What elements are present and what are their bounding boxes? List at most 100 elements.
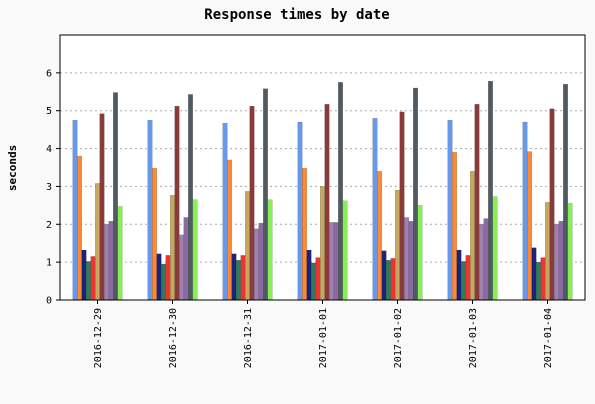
bar (108, 221, 114, 301)
bar (417, 205, 423, 301)
bar (90, 256, 96, 301)
bar (563, 83, 568, 301)
y-tick-label: 3 (46, 182, 52, 193)
bar (267, 199, 273, 301)
y-tick-label: 0 (46, 296, 52, 307)
y-tick-label: 6 (46, 68, 52, 79)
bar (536, 261, 541, 301)
bar (567, 203, 573, 301)
bar (452, 152, 457, 301)
bar (188, 94, 193, 301)
bar (456, 249, 462, 301)
bar (254, 228, 259, 301)
bar (470, 171, 475, 301)
bar (399, 111, 405, 301)
bar (227, 159, 232, 301)
bar (311, 262, 316, 301)
x-tick-label: 2016-12-29 (93, 308, 104, 368)
bar (77, 155, 82, 301)
bar (95, 183, 100, 301)
bar (342, 200, 348, 301)
bar (465, 255, 471, 301)
bar (333, 222, 339, 301)
bar (413, 87, 418, 301)
bar-group-2016-12-29 (72, 92, 123, 301)
y-tick-labels: 0 1 2 3 4 5 6 (46, 68, 60, 307)
bar (156, 253, 162, 301)
x-tick-labels: 2016-12-29 2016-12-30 2016-12-31 2017-01-01… (93, 300, 554, 368)
bar (545, 202, 550, 301)
bar (174, 105, 180, 301)
bar (329, 222, 334, 301)
bar (549, 108, 555, 301)
bar (104, 224, 109, 301)
bar (117, 206, 123, 301)
y-tick-label: 4 (46, 144, 52, 155)
bar (170, 194, 175, 301)
x-tick-label: 2016-12-30 (168, 308, 179, 368)
bar (338, 82, 343, 301)
bar (558, 221, 564, 301)
plot-frame (59, 34, 586, 301)
bar (72, 119, 78, 301)
bar (258, 222, 264, 301)
bar (479, 224, 484, 301)
y-tick-label: 2 (46, 220, 52, 231)
bar (249, 105, 255, 301)
bar (152, 168, 157, 301)
y-tick-label: 1 (46, 258, 52, 269)
bar (161, 263, 166, 301)
x-tick-label: 2017-01-04 (543, 308, 554, 368)
chart-title: Response times by date (204, 7, 389, 23)
bar (395, 189, 400, 301)
bar (306, 249, 312, 301)
bar (540, 257, 546, 301)
bar (165, 255, 171, 301)
bar (231, 253, 237, 301)
bar (377, 171, 382, 301)
y-axis-label: seconds (6, 145, 19, 191)
bar (324, 104, 330, 301)
bar (297, 121, 303, 301)
bar (183, 217, 189, 301)
x-tick-label: 2017-01-02 (393, 308, 404, 368)
x-tick-label: 2017-01-01 (318, 308, 329, 368)
bar (404, 217, 409, 301)
bar (474, 104, 480, 301)
bar (527, 151, 532, 301)
bar (192, 199, 198, 301)
bar (147, 119, 153, 301)
bar (531, 247, 537, 301)
bar-group-2017-01-02 (372, 87, 423, 301)
bar (236, 260, 241, 301)
bar (381, 250, 387, 301)
x-tick-label: 2017-01-03 (468, 308, 479, 368)
bar (263, 88, 268, 301)
bar (99, 113, 105, 301)
bar (86, 261, 91, 301)
x-tick-label: 2016-12-31 (243, 308, 254, 368)
bar (320, 186, 325, 301)
bar (408, 221, 414, 301)
bar (386, 260, 391, 301)
y-tick-label: 5 (46, 106, 52, 117)
bar (554, 224, 559, 301)
bar (447, 119, 453, 301)
bar (522, 121, 528, 301)
bar (390, 258, 396, 301)
bar (488, 80, 493, 301)
bar (81, 249, 87, 301)
bar (240, 255, 246, 301)
bar (315, 257, 321, 301)
bar (461, 261, 466, 301)
bar (179, 234, 184, 301)
bar (222, 122, 228, 301)
bar (492, 196, 498, 301)
bar (113, 92, 118, 301)
bar (245, 191, 250, 301)
bar (372, 118, 378, 301)
bar-group-2016-12-31 (222, 88, 273, 301)
bar-group-2017-01-03 (447, 80, 498, 301)
